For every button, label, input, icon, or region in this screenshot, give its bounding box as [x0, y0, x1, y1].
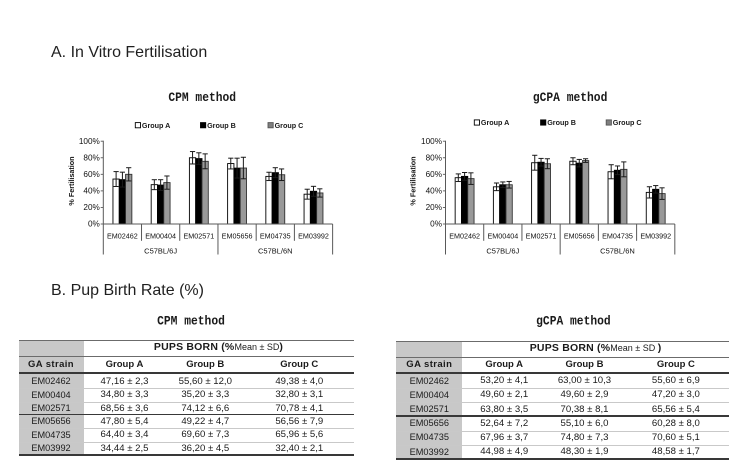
svg-text:EM02462: EM02462	[107, 232, 138, 241]
svg-text:EM05656: EM05656	[222, 232, 253, 241]
svg-text:C57BL/6J: C57BL/6J	[144, 247, 177, 256]
svg-text:EM03992: EM03992	[640, 232, 671, 241]
svg-text:60%: 60%	[83, 170, 99, 179]
svg-text:Group A: Group A	[142, 121, 170, 130]
svg-text:CPM method: CPM method	[168, 90, 236, 105]
svg-text:40%: 40%	[426, 187, 442, 196]
svg-text:EM02462: EM02462	[449, 232, 480, 241]
svg-text:40%: 40%	[83, 187, 99, 196]
svg-text:80%: 80%	[426, 153, 442, 162]
svg-text:EM05656: EM05656	[564, 232, 595, 241]
svg-text:EM04735: EM04735	[260, 232, 291, 241]
svg-text:% Fertilisation: % Fertilisation	[67, 156, 76, 205]
svg-text:C57BL/6J: C57BL/6J	[486, 247, 519, 256]
svg-text:20%: 20%	[426, 203, 442, 212]
svg-text:Group C: Group C	[613, 118, 642, 127]
svg-text:EM03992: EM03992	[298, 232, 329, 241]
svg-text:100%: 100%	[421, 137, 442, 146]
svg-text:0%: 0%	[430, 220, 442, 229]
svg-text:20%: 20%	[83, 203, 99, 212]
svg-text:100%: 100%	[79, 137, 100, 146]
svg-text:gCPA method: gCPA method	[533, 90, 608, 105]
svg-text:80%: 80%	[83, 153, 99, 162]
svg-text:CPM method: CPM method	[157, 314, 225, 329]
svg-text:0%: 0%	[88, 220, 100, 229]
svg-text:C57BL/6N: C57BL/6N	[258, 247, 293, 256]
svg-text:EM04735: EM04735	[602, 232, 633, 241]
svg-text:EM00404: EM00404	[487, 232, 518, 241]
svg-text:EM00404: EM00404	[145, 232, 176, 241]
svg-text:Group A: Group A	[481, 118, 509, 127]
svg-text:% Fertilisation: % Fertilisation	[409, 156, 418, 205]
svg-text:C57BL/6N: C57BL/6N	[600, 247, 635, 256]
svg-text:EM02571: EM02571	[183, 232, 214, 241]
svg-text:Group B: Group B	[547, 118, 576, 127]
svg-text:Group B: Group B	[207, 121, 236, 130]
svg-text:60%: 60%	[426, 170, 442, 179]
svg-text:Group C: Group C	[275, 121, 304, 130]
svg-text:EM02571: EM02571	[526, 232, 557, 241]
svg-text:gCPA method: gCPA method	[536, 314, 611, 329]
